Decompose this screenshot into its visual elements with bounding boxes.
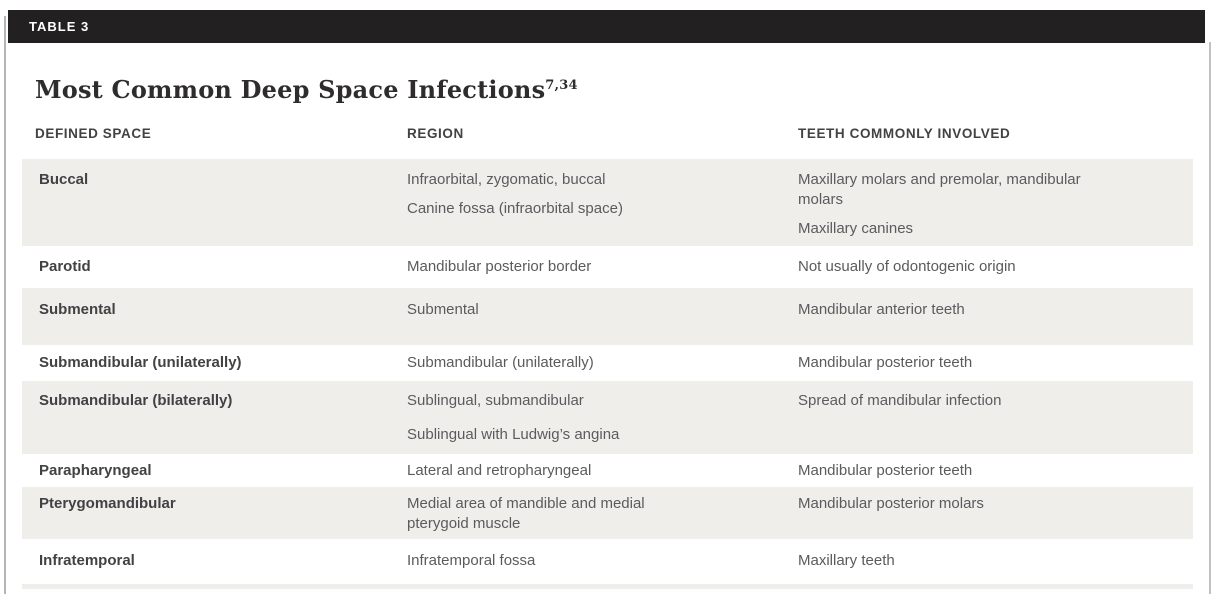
cell-paragraph: Mandibular posterior molars [798,495,984,512]
cell-paragraph: Mandibular posterior teeth [798,354,973,371]
cell-paragraph: Medial area of mandible and medial ptery… [407,495,645,532]
cell-teeth: Maxillary teeth [798,551,1193,571]
cell-teeth: Spread of mandibular infection [798,391,1193,445]
cell-paragraph: Submandibular (unilaterally) [407,354,594,371]
cell-defined-space: Pterygomandibular [39,495,176,512]
cell-region: Submental [407,300,798,320]
cell-paragraph: Spread of mandibular infection [798,392,1002,409]
cell-region: Submandibular (unilaterally) [407,353,798,373]
cell-region: Mandibular posterior border [407,257,798,277]
cell-region: Sublingual, submandibular Sublingual wit… [407,391,798,445]
cell-paragraph: Mandibular posterior teeth [798,462,973,479]
col-header-teeth: TEETH COMMONLY INVOLVED [798,126,1011,141]
table-row-submandibular-bilaterally: Submandibular (bilaterally) Sublingual, … [22,381,1193,454]
next-row-clipped-sliver [22,584,1193,589]
table-row-parapharyngeal: Parapharyngeal Lateral and retropharynge… [22,454,1193,487]
cell-paragraph: Infratemporal fossa [407,552,536,569]
cell-region: Infraorbital, zygomatic, buccal Canine f… [407,170,798,239]
table-row-pterygomandibular: Pterygomandibular Medial area of mandibl… [22,487,1193,539]
cell-region: Infratemporal fossa [407,551,798,571]
cell-teeth: Mandibular posterior molars [798,494,1193,534]
table-row-submental: Submental Submental Mandibular anterior … [22,288,1193,345]
page-edge-line-left [4,16,6,594]
cell-paragraph: Submental [407,301,479,318]
page-edge-line-right [1209,42,1211,594]
cell-paragraph: Maxillary canines [798,220,914,237]
cell-teeth: Maxillary molars and premolar, mandibula… [798,170,1193,239]
cell-paragraph: Not usually of odontogenic origin [798,258,1016,275]
table-row-parotid: Parotid Mandibular posterior border Not … [22,246,1193,288]
cell-paragraph: Mandibular anterior teeth [798,301,965,318]
cell-teeth: Mandibular posterior teeth [798,461,1193,481]
cell-defined-space: Infratemporal [39,552,135,569]
cell-paragraph: Canine fossa (infraorbital space) [407,200,623,217]
cell-paragraph: Maxillary teeth [798,552,895,569]
cell-defined-space: Buccal [39,171,89,188]
table-number-bar: TABLE 3 [8,10,1205,43]
table-card: TABLE 3 Most Common Deep Space Infection… [8,10,1205,589]
cell-region: Medial area of mandible and medial ptery… [407,494,798,534]
table-title: Most Common Deep Space Infections7,34 [35,73,1205,107]
cell-teeth: Mandibular posterior teeth [798,353,1193,373]
cell-paragraph: Infraorbital, zygomatic, buccal [407,171,606,188]
table-body: DEFINED SPACE REGION TEETH COMMONLY INVO… [22,125,1193,589]
table-row-infratemporal: Infratemporal Infratemporal fossa Maxill… [22,539,1193,584]
col-header-region: REGION [407,126,464,141]
table-number-label: TABLE 3 [29,19,90,34]
cell-paragraph: Maxillary molars and premolar, mandibula… [798,171,1081,208]
cell-paragraph: Mandibular posterior border [407,258,592,275]
cell-region: Lateral and retropharyngeal [407,461,798,481]
table-rows: Buccal Infraorbital, zygomatic, buccal C… [22,159,1193,589]
cell-defined-space: Submandibular (unilaterally) [39,354,242,371]
cell-teeth: Mandibular anterior teeth [798,300,1193,320]
table-header-row: DEFINED SPACE REGION TEETH COMMONLY INVO… [22,125,1193,143]
cell-defined-space: Parapharyngeal [39,462,152,479]
cell-defined-space: Submental [39,301,116,318]
col-header-defined-space: DEFINED SPACE [35,126,152,141]
table-title-reference-superscript: 7,34 [545,78,578,93]
table-row-submandibular-unilaterally: Submandibular (unilaterally) Submandibul… [22,345,1193,381]
cell-paragraph: Sublingual, submandibular [407,392,584,409]
table-title-text: Most Common Deep Space Infections [35,75,546,104]
cell-teeth: Not usually of odontogenic origin [798,257,1193,277]
cell-paragraph: Sublingual with Ludwig’s angina [407,426,620,443]
table-row-buccal: Buccal Infraorbital, zygomatic, buccal C… [22,159,1193,246]
cell-paragraph: Lateral and retropharyngeal [407,462,592,479]
cell-defined-space: Submandibular (bilaterally) [39,392,233,409]
cell-defined-space: Parotid [39,258,91,275]
